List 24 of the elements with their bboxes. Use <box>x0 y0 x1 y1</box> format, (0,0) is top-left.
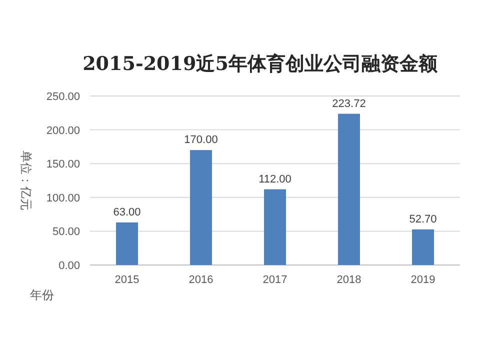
bar <box>338 114 360 265</box>
x-tick-label: 2017 <box>262 274 288 286</box>
data-label: 52.70 <box>409 213 437 226</box>
x-tick-label: 2018 <box>336 274 362 286</box>
y-tick-label: 50.00 <box>52 226 80 238</box>
bar <box>190 150 212 265</box>
data-label: 170.00 <box>184 134 218 146</box>
y-tick-label: 0.00 <box>58 260 80 272</box>
bar <box>412 229 434 265</box>
x-tick-label: 2019 <box>410 274 436 286</box>
y-tick-label: 100.00 <box>46 192 80 204</box>
data-label: 63.00 <box>113 206 141 218</box>
y-tick-label: 250.00 <box>46 91 80 103</box>
y-tick-label: 200.00 <box>46 124 80 137</box>
x-tick-label: 2016 <box>188 274 214 286</box>
x-tick-label: 2015 <box>114 274 140 286</box>
x-axis-title: 年份 <box>30 288 54 302</box>
y-axis-title: 单位：亿元 <box>19 150 33 210</box>
y-tick-label: 150.00 <box>46 158 80 171</box>
data-label: 112.00 <box>258 173 292 186</box>
bar <box>264 189 286 265</box>
chart-title: 2015-2019近5年体育创业公司融资金额 <box>82 53 438 75</box>
data-label: 223.72 <box>332 98 366 110</box>
bar <box>116 222 138 265</box>
